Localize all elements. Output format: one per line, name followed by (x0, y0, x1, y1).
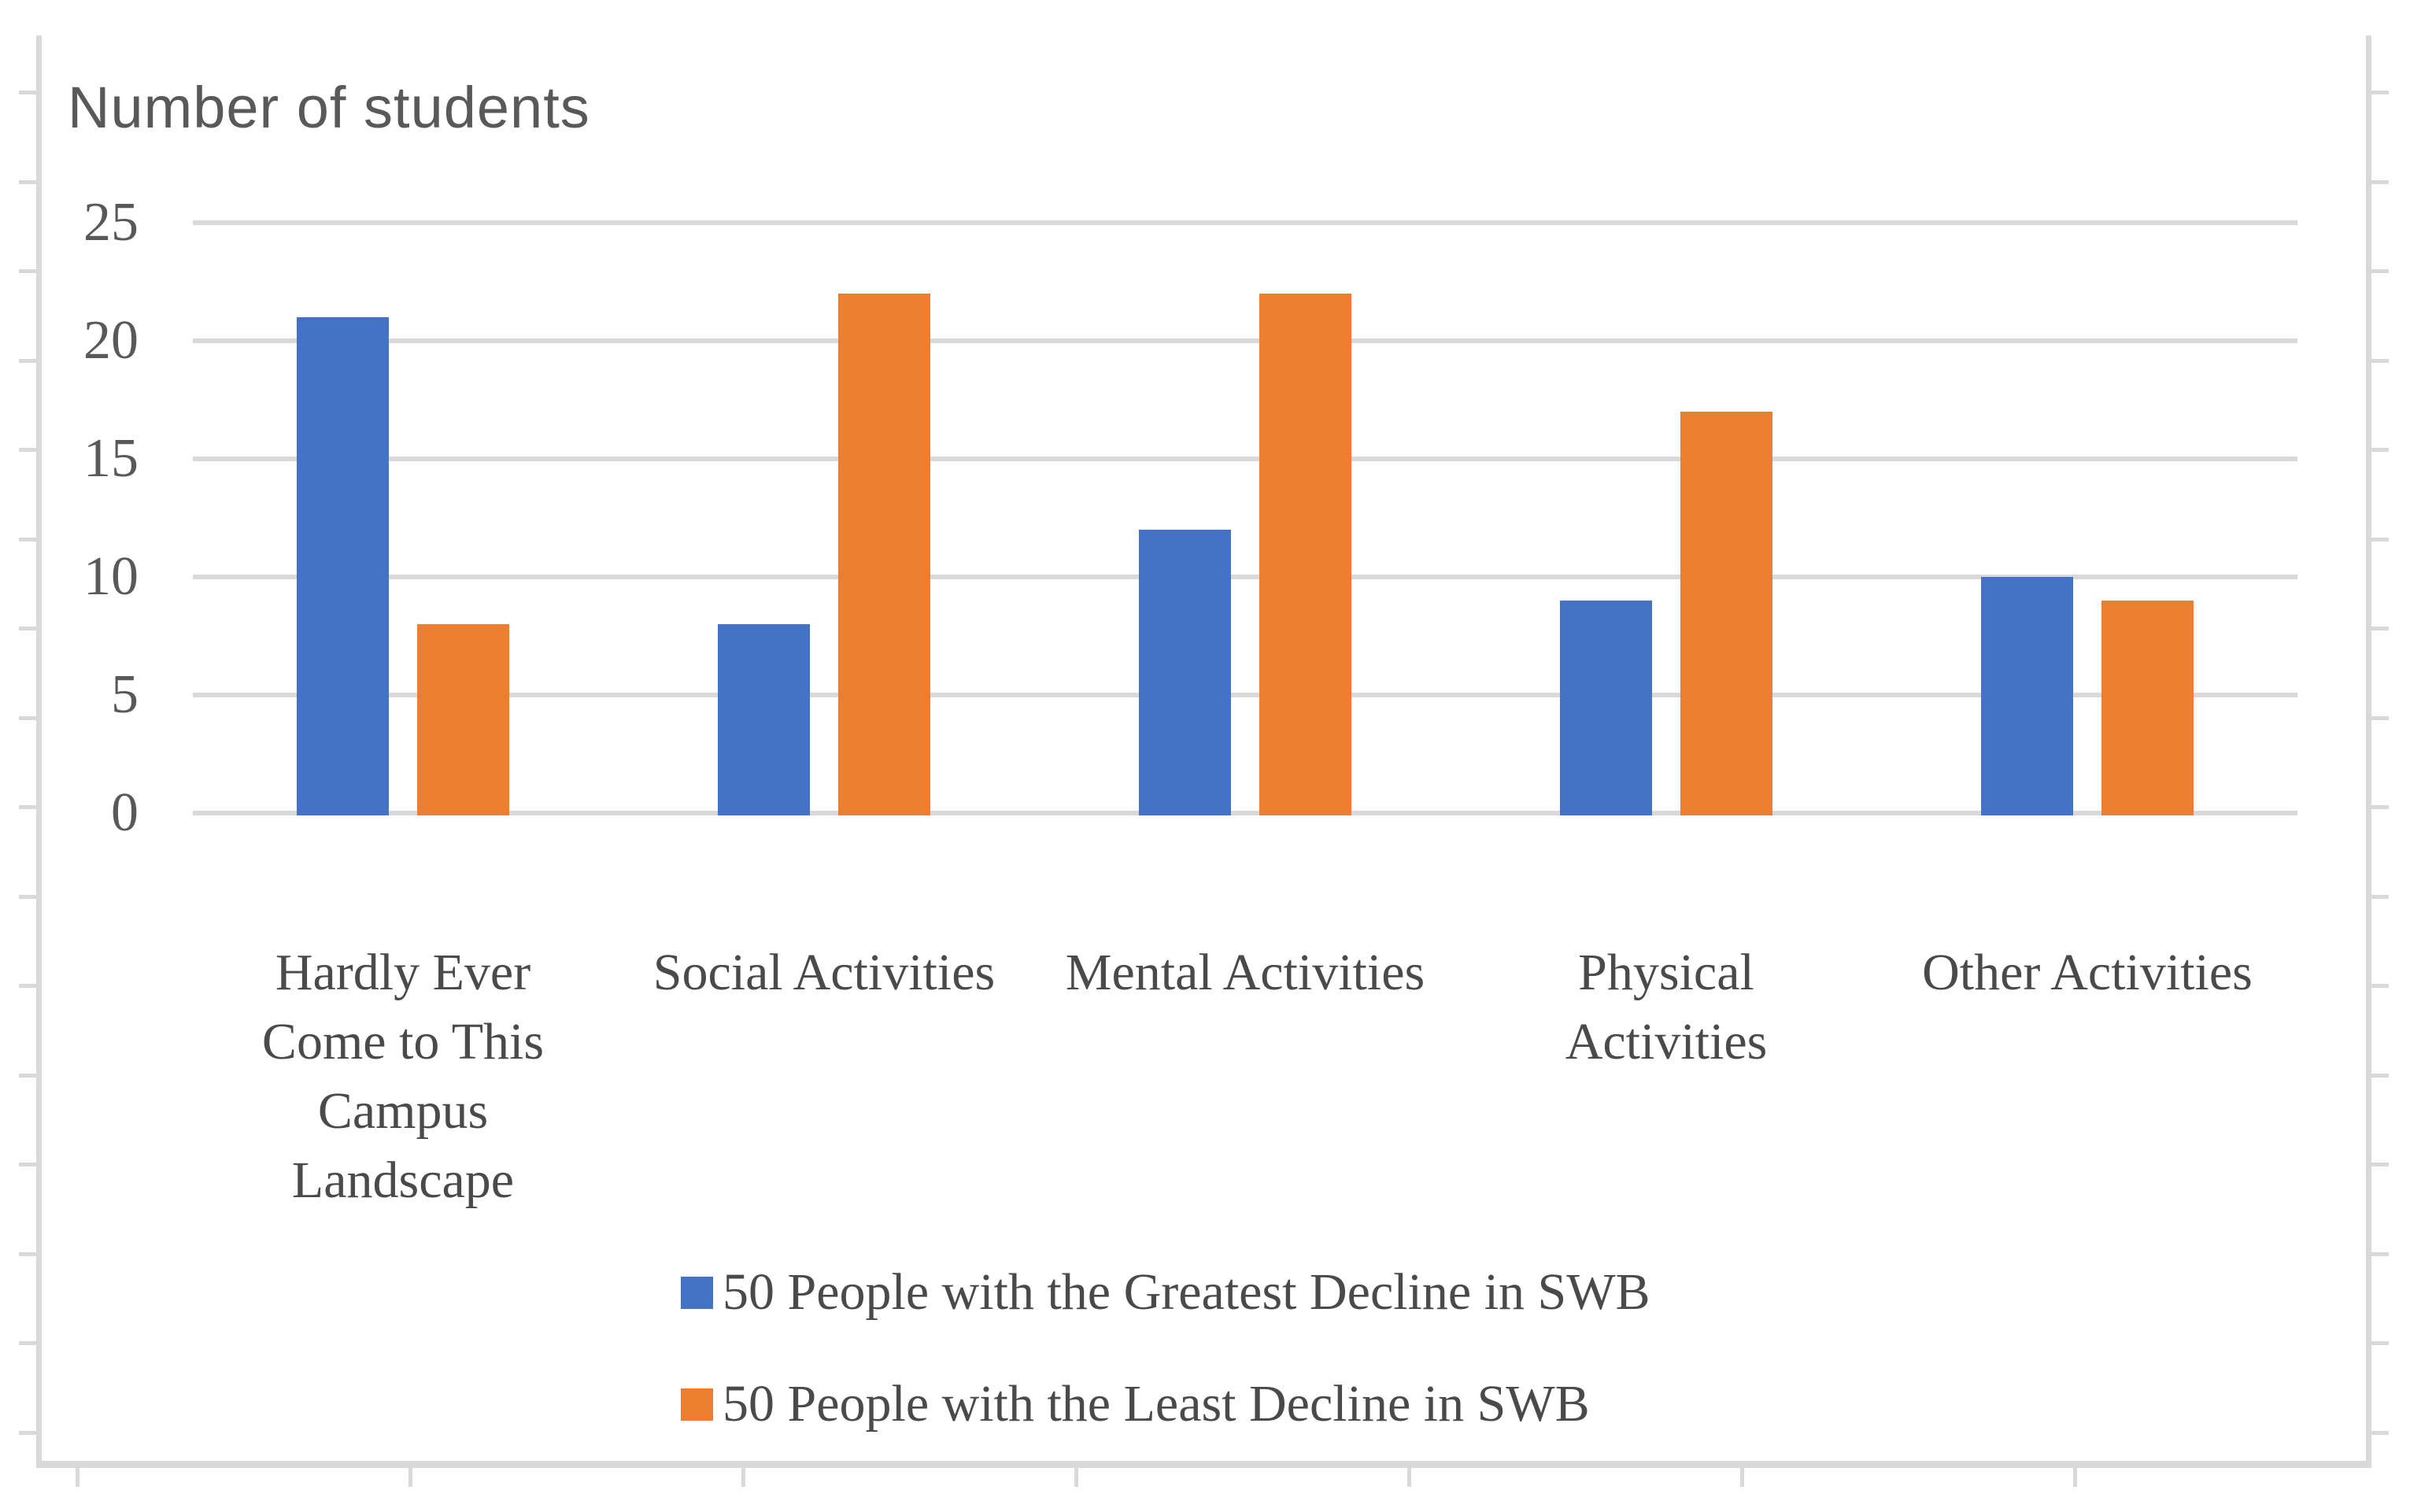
frame-left-tick (19, 91, 36, 94)
bar-series1-cat1 (838, 294, 930, 815)
bar-series1-cat2 (1259, 294, 1351, 815)
frame-left-tick (19, 627, 36, 630)
frame-right-tick (2371, 1252, 2389, 1256)
frame-left-tick (19, 1074, 36, 1078)
bar-series1-cat4 (2101, 601, 2194, 815)
frame-right-tick (2371, 805, 2389, 809)
x-category-label-physical: Physical Activities (1565, 944, 1768, 1070)
frame-right-tick (2371, 180, 2389, 184)
frame-right-tick (2371, 269, 2389, 273)
bar-series0-cat0 (297, 317, 389, 815)
x-category-label-other: Other Activities (1922, 944, 2253, 1001)
bar-series1-cat3 (1680, 412, 1772, 815)
frame-left-tick (19, 359, 36, 363)
bar-series0-cat1 (718, 624, 810, 815)
frame-right-tick (2371, 716, 2389, 720)
frame-right-tick (2371, 1074, 2389, 1078)
x-category-label-social: Social Activities (652, 944, 996, 1001)
frame-right-tick (2371, 895, 2389, 899)
y-axis-tick-label: 15 (83, 428, 139, 489)
legend-swatch-orange (681, 1388, 713, 1421)
y-axis-tick-label: 25 (83, 192, 139, 253)
frame-bottom-tick (2073, 1468, 2077, 1487)
frame-left-tick (19, 269, 36, 273)
frame-right-tick (2371, 984, 2389, 988)
frame-bottom-tick (1407, 1468, 1411, 1487)
frame-bottom-tick (76, 1468, 79, 1487)
frame-left-tick (19, 895, 36, 899)
frame-right-tick (2371, 1431, 2389, 1435)
frame-right-tick (2371, 448, 2389, 452)
gridline-y20 (193, 338, 2297, 343)
frame-left-tick (19, 1252, 36, 1256)
frame-right-spine (2366, 35, 2371, 1467)
frame-bottom-tick (741, 1468, 745, 1487)
legend-swatch-blue (681, 1276, 713, 1309)
legend: 50 People with the Greatest Decline in S… (681, 1258, 1650, 1439)
gridline-y25 (193, 220, 2297, 225)
y-axis-tick-label: 0 (111, 782, 139, 843)
frame-left-tick (19, 1163, 36, 1166)
frame-left-tick (19, 180, 36, 184)
frame-bottom-tick (1074, 1468, 1078, 1487)
x-category-label-mental: Mental Activities (1065, 944, 1425, 1001)
frame-left-tick (19, 716, 36, 720)
legend-label-least-decline: 50 People with the Least Decline in SWB (723, 1375, 1590, 1433)
frame-right-tick (2371, 1341, 2389, 1345)
frame-left-tick (19, 448, 36, 452)
frame-left-tick (19, 805, 36, 809)
frame-right-tick (2371, 627, 2389, 630)
y-axis-tick-label: 5 (111, 664, 139, 725)
bar-series0-cat3 (1560, 601, 1652, 815)
gridline-y0 (193, 811, 2297, 815)
legend-item-least-decline: 50 People with the Least Decline in SWB (681, 1370, 1650, 1439)
frame-left-tick (19, 984, 36, 988)
frame-right-tick (2371, 538, 2389, 542)
gridline-y10 (193, 575, 2297, 579)
frame-left-spine (36, 35, 42, 1467)
y-axis-tick-label: 20 (83, 310, 139, 371)
frame-bottom-spine (36, 1461, 2371, 1468)
bar-series1-cat0 (417, 624, 509, 815)
frame-left-tick (19, 1341, 36, 1345)
gridline-y15 (193, 457, 2297, 461)
chart-title: Number of students (68, 75, 590, 140)
frame-right-tick (2371, 359, 2389, 363)
frame-left-tick (19, 1431, 36, 1435)
frame-right-tick (2371, 91, 2389, 94)
gridline-y5 (193, 693, 2297, 697)
y-axis-tick-label: 10 (83, 546, 139, 607)
legend-item-greatest-decline: 50 People with the Greatest Decline in S… (681, 1258, 1650, 1327)
legend-label-greatest-decline: 50 People with the Greatest Decline in S… (723, 1263, 1650, 1321)
frame-right-tick (2371, 1163, 2389, 1166)
x-category-label-hardly-ever: Hardly Ever Come to This Campus Landscap… (261, 944, 545, 1209)
bar-series0-cat2 (1139, 530, 1231, 815)
frame-bottom-tick (1740, 1468, 1744, 1487)
frame-bottom-tick (408, 1468, 412, 1487)
bar-series0-cat4 (1981, 577, 2073, 815)
frame-left-tick (19, 538, 36, 542)
